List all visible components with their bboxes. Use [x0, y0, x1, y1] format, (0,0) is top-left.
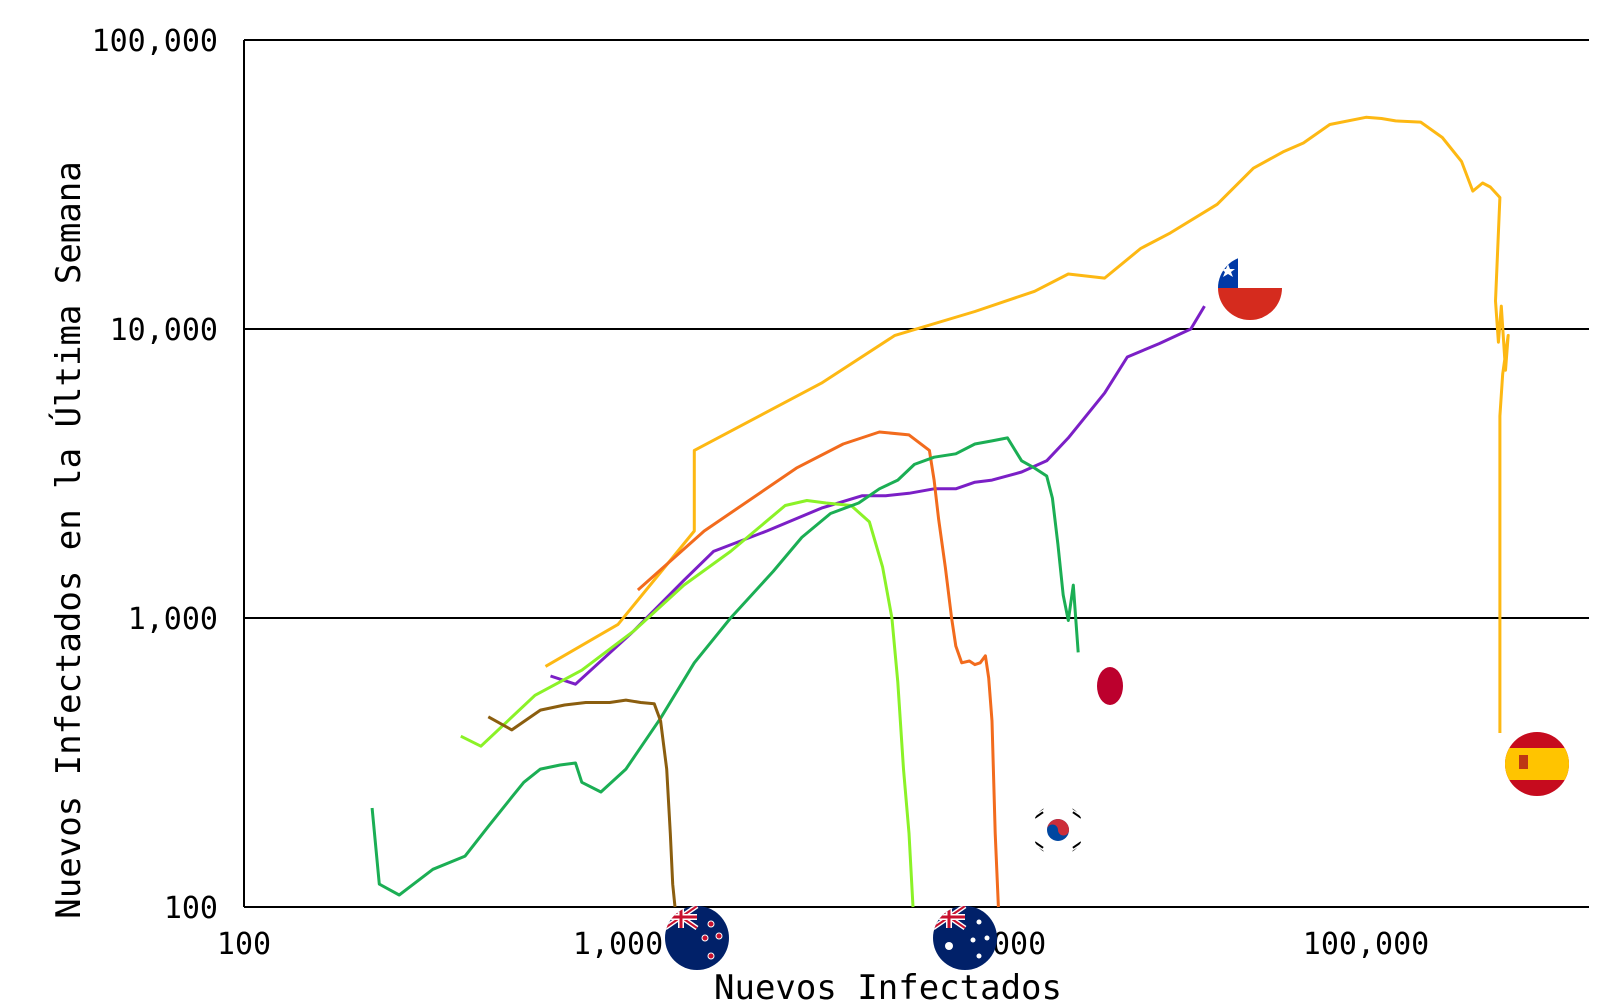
- y-tick-label: 10,000: [110, 313, 218, 348]
- y-axis-title: Nuevos Infectados en la Última Semana: [48, 161, 89, 918]
- y-tick-label: 100: [164, 891, 218, 926]
- y-tick-labels: 100 1,000 10,000 100,000: [92, 24, 218, 926]
- y-tick-label: 1,000: [128, 602, 218, 637]
- spain-flag-icon: [1505, 732, 1569, 796]
- japan-flag-icon: [1097, 667, 1123, 705]
- y-tick-label: 100,000: [92, 24, 218, 59]
- series-line-australia: [460, 499, 915, 908]
- series-line-new-zealand: [487, 698, 677, 908]
- x-axis-title: Nuevos Infectados: [714, 968, 1062, 1008]
- series-layer: [370, 115, 1510, 908]
- x-tick-label: 1,000: [573, 927, 663, 962]
- chile-flag-icon: [1218, 256, 1282, 320]
- series-line-spain: [544, 115, 1510, 733]
- new-zealand-flag-icon: [665, 906, 729, 970]
- australia-flag-icon: [933, 906, 997, 970]
- flag-markers: [665, 256, 1569, 970]
- x-tick-label: 100,000: [1303, 927, 1429, 962]
- x-tick-label: 100: [217, 927, 271, 962]
- series-line-korea: [636, 430, 1000, 908]
- series-line-japan: [370, 436, 1080, 897]
- korea-flag-icon: [1032, 804, 1084, 856]
- series-line-chile: [550, 305, 1206, 686]
